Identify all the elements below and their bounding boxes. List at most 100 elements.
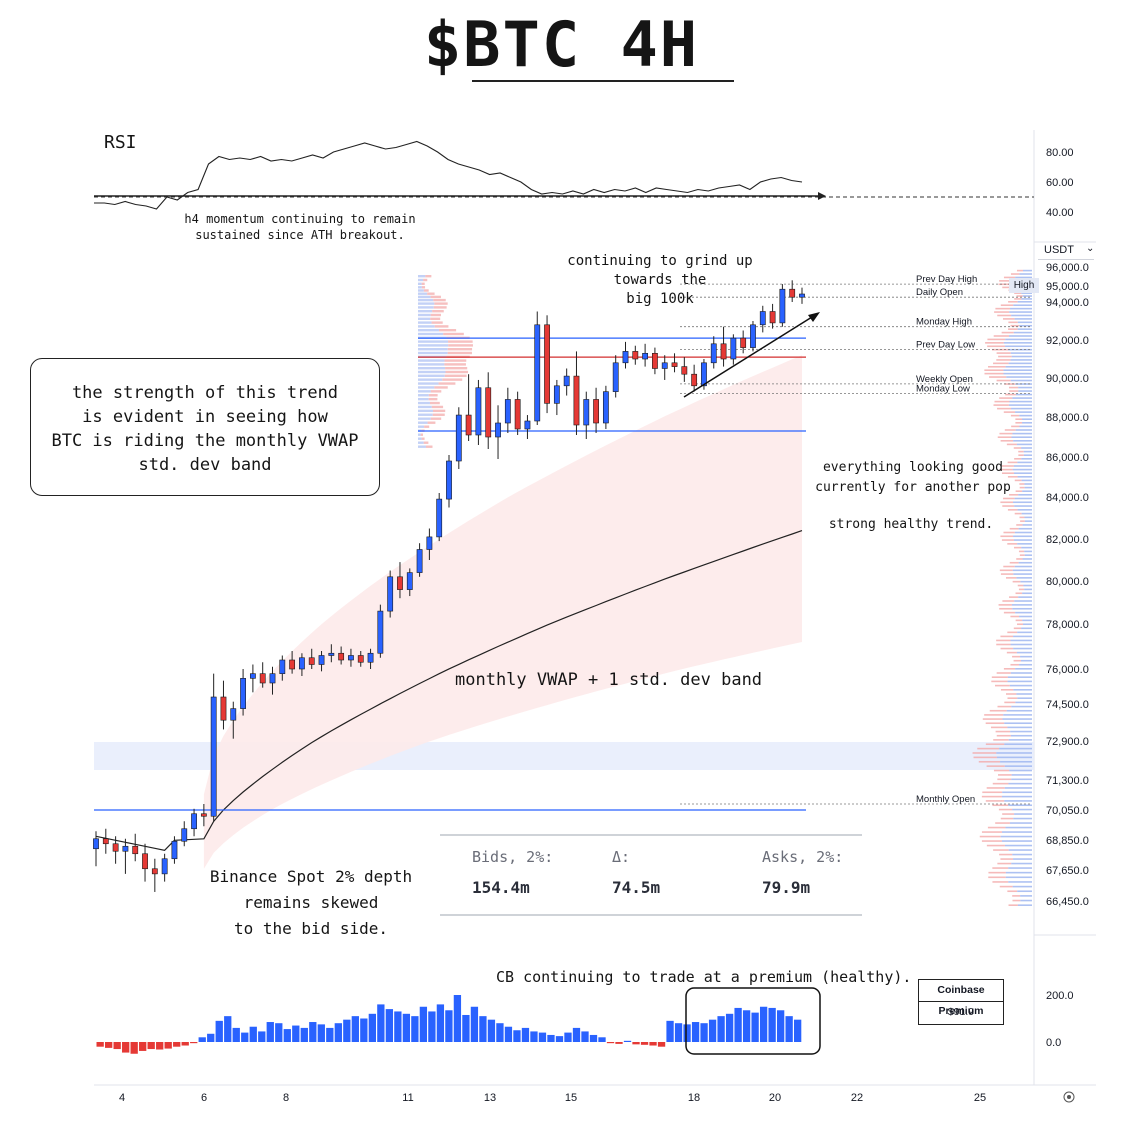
vp-left-bar-red: [421, 282, 425, 285]
level-label: Monday High: [916, 317, 972, 328]
vp-right-bar-red: [993, 769, 1010, 772]
vp-right-bar-blue: [1017, 543, 1032, 545]
vp-right-bar-red: [996, 379, 1011, 382]
vp-right-bar-red: [998, 355, 1012, 358]
vp-right-bar-red: [1018, 450, 1024, 453]
premium-bar: [674, 1023, 683, 1042]
vp-right-bar-red: [982, 791, 1003, 794]
rsi-tick-label: 40.00: [1046, 207, 1074, 219]
callout-line: std. dev band: [138, 455, 272, 475]
candlesticks: [93, 280, 805, 892]
coinbase-premium-histogram: [96, 995, 802, 1054]
vp-right-bar-blue: [1023, 584, 1032, 587]
vp-right-bar-red: [993, 849, 1009, 851]
vp-left-bar-red: [420, 433, 423, 436]
vp-left-bar-blue: [418, 313, 431, 317]
vp-right-bar-red: [1008, 321, 1018, 324]
vp-right-bar-red: [1003, 497, 1015, 500]
vp-right-bar-blue: [1014, 565, 1032, 568]
vp-right-bar-blue: [1017, 476, 1032, 478]
vp-right-bar-blue: [1015, 429, 1032, 431]
healthy-trend-note: strong healthy trend.: [828, 517, 994, 532]
vp-left-bar-red: [434, 386, 448, 389]
price-tick-label: 66,450.0: [1046, 896, 1089, 908]
candle-body: [338, 652, 345, 661]
vp-right-bar-blue: [1010, 352, 1032, 354]
vp-right-bar-red: [984, 714, 1004, 716]
vp-right-bar-red: [1002, 472, 1015, 474]
settings-gear-icon[interactable]: [1063, 1091, 1075, 1103]
vp-left-bar-red: [430, 295, 441, 299]
asks-value: 79.9m: [762, 878, 811, 897]
vp-right-bar-blue: [1022, 418, 1032, 420]
vp-left-bar-red: [433, 298, 446, 302]
vp-right-bar-red: [1000, 535, 1014, 538]
vp-right-bar-blue: [1008, 849, 1032, 851]
vp-right-bar-blue: [1009, 684, 1032, 687]
candle-body: [769, 311, 776, 324]
price-tick-label: 84,000.0: [1046, 492, 1089, 504]
vp-right-bar-red: [1013, 546, 1022, 549]
outlook-note-line: currently for another pop: [815, 480, 1011, 495]
vp-right-bar-red: [995, 307, 1011, 310]
vp-right-bar-blue: [1003, 372, 1032, 375]
vp-right-bar-blue: [1017, 461, 1032, 464]
candle-body: [622, 351, 629, 364]
vp-right-bar-red: [992, 881, 1009, 883]
rsi-tick-label: 80.00: [1046, 147, 1074, 159]
candle-body: [367, 652, 374, 663]
premium-bar: [521, 1027, 530, 1042]
vp-right-bar-blue: [1010, 730, 1032, 733]
vp-right-bar-blue: [1015, 611, 1032, 614]
price-tick-label: 95,000.0: [1046, 281, 1089, 293]
premium-bar: [139, 1042, 147, 1051]
premium-bar: [309, 1022, 317, 1042]
vp-right-bar-blue: [1005, 365, 1032, 368]
vp-right-bar-blue: [1024, 554, 1032, 556]
vp-right-bar-red: [989, 709, 1007, 712]
vp-right-bar-red: [999, 607, 1013, 610]
vp-right-bar-red: [1016, 558, 1023, 560]
premium-bar: [275, 1023, 283, 1042]
vp-right-bar-blue: [1008, 739, 1032, 741]
vp-right-bar-red: [1001, 465, 1014, 467]
vp-right-bar-blue: [1017, 509, 1032, 511]
premium-bar: [241, 1032, 249, 1042]
vp-right-bar-blue: [1007, 726, 1032, 729]
vp-left-bar-blue: [418, 445, 426, 448]
title-underline: [472, 80, 734, 82]
vp-right-bar-red: [985, 743, 1005, 746]
vp-left-bar-blue: [418, 348, 448, 351]
candle-body: [652, 352, 658, 369]
currency-selector[interactable]: USDT ⌄: [1038, 243, 1094, 260]
vp-right-bar-blue: [1011, 705, 1032, 708]
vp-right-bar-red: [977, 747, 1000, 750]
grind-note-line: towards the: [613, 272, 707, 288]
vp-right-bar-blue: [1011, 604, 1032, 606]
grind-note: continuing to grind up towards the big 1…: [560, 252, 760, 309]
vp-right-bar-blue: [1018, 386, 1032, 389]
vp-right-bar-blue: [1014, 472, 1032, 474]
vp-right-bar-blue: [1003, 369, 1032, 371]
vp-right-bar-red: [993, 362, 1009, 365]
premium-bar: [691, 1022, 700, 1042]
orderbook-depth-panel: Bids, 2%: 154.4m Δ: 74.5m Asks, 2%: 79.9…: [440, 834, 862, 916]
vp-right-bar-red: [1019, 554, 1025, 556]
vp-right-bar-red: [1008, 386, 1019, 389]
trend-arrow-line: [683, 316, 813, 398]
vp-left-bar-blue: [418, 317, 431, 320]
vp-right-bar-blue: [1019, 414, 1032, 417]
callout-line: BTC is riding the monthly VWAP: [51, 431, 359, 451]
vp-right-bar-blue: [1013, 331, 1032, 334]
rsi-axis: 80.00 60.00 40.00: [1046, 147, 1074, 219]
candle-body: [112, 843, 119, 852]
vp-right-bar-red: [1009, 390, 1019, 392]
vp-right-bar-blue: [1004, 800, 1032, 802]
vp-right-bar-red: [1013, 447, 1022, 449]
vp-right-bar-blue: [1013, 858, 1032, 860]
vp-left-bar-red: [430, 313, 441, 317]
vp-right-bar-red: [985, 722, 1005, 725]
vp-right-bar-red: [1003, 611, 1016, 614]
candle-body: [759, 311, 766, 326]
vp-right-bar-red: [991, 680, 1008, 683]
